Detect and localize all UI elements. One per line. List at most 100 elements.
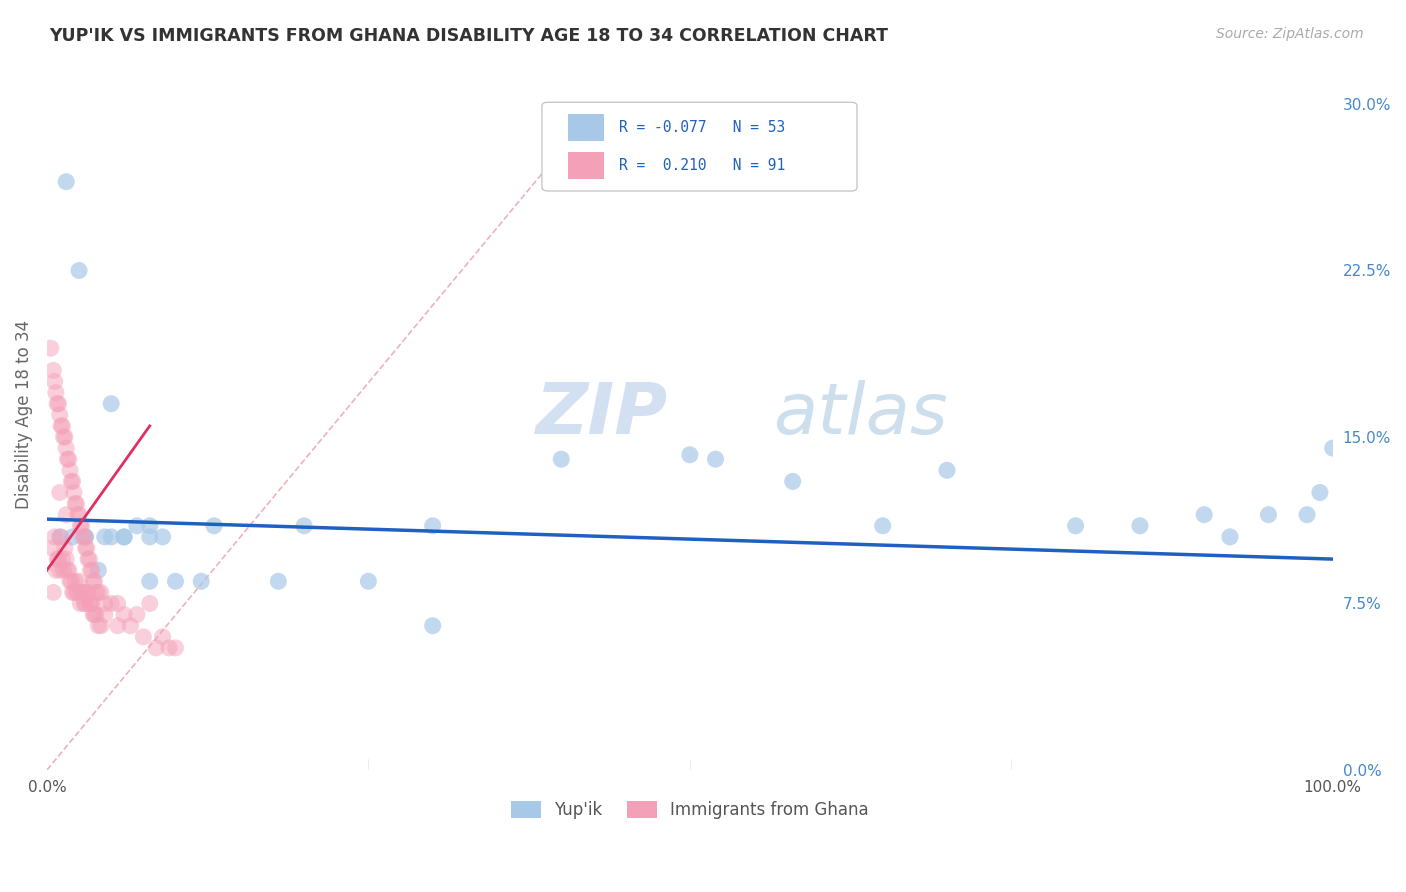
Point bbox=[53, 541, 76, 555]
Point bbox=[782, 475, 804, 489]
Point bbox=[39, 341, 62, 355]
Point bbox=[55, 552, 77, 566]
Point bbox=[73, 530, 96, 544]
Point bbox=[70, 585, 93, 599]
Point bbox=[48, 397, 70, 411]
Point bbox=[100, 597, 122, 611]
Point bbox=[1129, 518, 1152, 533]
Point bbox=[84, 607, 107, 622]
Point bbox=[1322, 441, 1344, 455]
Point bbox=[94, 597, 117, 611]
Point bbox=[45, 385, 67, 400]
Point bbox=[51, 552, 73, 566]
Point bbox=[72, 530, 94, 544]
Point bbox=[550, 452, 572, 467]
Point bbox=[79, 552, 101, 566]
Point bbox=[100, 397, 122, 411]
Point bbox=[75, 530, 97, 544]
FancyBboxPatch shape bbox=[568, 114, 603, 141]
Point bbox=[44, 530, 66, 544]
Point bbox=[80, 563, 103, 577]
Point bbox=[70, 518, 93, 533]
Point bbox=[72, 585, 94, 599]
Point bbox=[1257, 508, 1279, 522]
Point bbox=[42, 363, 65, 377]
Point bbox=[67, 508, 90, 522]
Point bbox=[139, 597, 162, 611]
Point bbox=[112, 607, 135, 622]
Point bbox=[292, 518, 315, 533]
Point bbox=[112, 530, 135, 544]
Point bbox=[60, 574, 83, 589]
Point bbox=[45, 563, 67, 577]
Point bbox=[62, 475, 84, 489]
Text: R =  0.210   N = 91: R = 0.210 N = 91 bbox=[619, 158, 786, 173]
Point bbox=[77, 585, 100, 599]
Point bbox=[48, 408, 70, 422]
Point bbox=[100, 530, 122, 544]
Point bbox=[44, 375, 66, 389]
Point bbox=[139, 574, 162, 589]
Point bbox=[145, 640, 167, 655]
Point bbox=[75, 597, 97, 611]
Point bbox=[63, 497, 86, 511]
Point bbox=[62, 530, 84, 544]
Point bbox=[46, 397, 69, 411]
Point bbox=[63, 574, 86, 589]
Point bbox=[49, 530, 72, 544]
Point bbox=[60, 475, 83, 489]
Point bbox=[936, 463, 959, 477]
Point bbox=[53, 430, 76, 444]
Point bbox=[49, 418, 72, 433]
Point bbox=[152, 630, 174, 644]
Point bbox=[48, 530, 70, 544]
Point bbox=[79, 563, 101, 577]
Point bbox=[79, 597, 101, 611]
Point bbox=[48, 485, 70, 500]
Point bbox=[67, 263, 90, 277]
Point bbox=[357, 574, 380, 589]
Point bbox=[65, 585, 87, 599]
Point bbox=[76, 541, 98, 555]
Point bbox=[120, 618, 142, 632]
Point bbox=[75, 541, 97, 555]
Point bbox=[63, 485, 86, 500]
FancyBboxPatch shape bbox=[568, 152, 603, 179]
Point bbox=[58, 563, 80, 577]
Point bbox=[58, 452, 80, 467]
Point bbox=[1309, 485, 1331, 500]
Point bbox=[157, 640, 180, 655]
Point bbox=[132, 630, 155, 644]
Point bbox=[75, 530, 97, 544]
Point bbox=[46, 552, 69, 566]
FancyBboxPatch shape bbox=[541, 103, 858, 191]
Point bbox=[112, 530, 135, 544]
Point bbox=[94, 607, 117, 622]
Point bbox=[52, 563, 75, 577]
Point bbox=[107, 597, 129, 611]
Point bbox=[87, 585, 110, 599]
Point bbox=[1296, 508, 1319, 522]
Point bbox=[69, 518, 91, 533]
Text: YUP'IK VS IMMIGRANTS FROM GHANA DISABILITY AGE 18 TO 34 CORRELATION CHART: YUP'IK VS IMMIGRANTS FROM GHANA DISABILI… bbox=[49, 27, 889, 45]
Point bbox=[1064, 518, 1087, 533]
Point bbox=[107, 618, 129, 632]
Point bbox=[79, 597, 101, 611]
Point bbox=[66, 585, 89, 599]
Point bbox=[1219, 530, 1241, 544]
Point bbox=[73, 597, 96, 611]
Point bbox=[66, 508, 89, 522]
Point bbox=[67, 574, 90, 589]
Point bbox=[56, 452, 79, 467]
Point bbox=[1192, 508, 1215, 522]
Point bbox=[125, 518, 148, 533]
Point bbox=[63, 585, 86, 599]
Point bbox=[55, 441, 77, 455]
Y-axis label: Disability Age 18 to 34: Disability Age 18 to 34 bbox=[15, 320, 32, 509]
Point bbox=[704, 452, 727, 467]
Point bbox=[56, 563, 79, 577]
Text: ZIP: ZIP bbox=[536, 380, 668, 450]
Point bbox=[51, 418, 73, 433]
Point bbox=[55, 175, 77, 189]
Point bbox=[165, 640, 187, 655]
